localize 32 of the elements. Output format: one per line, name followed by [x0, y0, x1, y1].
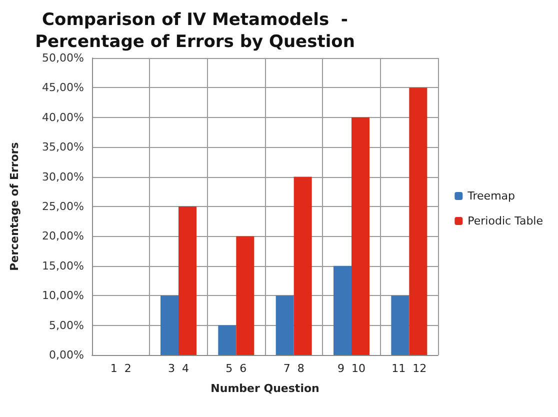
- bar: [352, 117, 370, 355]
- y-tick-label: 0,00%: [49, 348, 84, 362]
- y-tick-label: 5,00%: [49, 318, 84, 332]
- bar: [218, 325, 236, 355]
- y-tick-label: 20,00%: [42, 230, 84, 243]
- x-tick-label: 9 10: [338, 362, 366, 375]
- bar: [391, 296, 410, 355]
- bar: [294, 176, 312, 355]
- y-tick-label: 35,00%: [42, 140, 84, 154]
- legend-label: Periodic Table: [468, 214, 544, 228]
- y-tick-label: 25,00%: [42, 200, 84, 213]
- y-axis-title: Percentage of Errors: [8, 142, 21, 271]
- bar: [276, 296, 294, 355]
- bar: [160, 296, 178, 355]
- y-tick-label: 40,00%: [42, 110, 84, 124]
- y-tick-label: 30,00%: [42, 170, 84, 184]
- bar: [178, 206, 196, 355]
- chart-title: Comparison of IV Metamodels - Percentage of Errors by Question: [35, 10, 355, 52]
- y-tick-label: 45,00%: [42, 81, 84, 94]
- x-tick-label: 7 8: [283, 362, 304, 375]
- y-tick-label: 50,00%: [42, 52, 84, 64]
- x-tick-label: 3 4: [168, 362, 189, 375]
- bar: [236, 236, 254, 355]
- x-tick-label: 1 2: [110, 362, 132, 375]
- bar: [334, 266, 352, 355]
- bar: [409, 88, 428, 355]
- x-tick-label: 11 12: [392, 362, 427, 375]
- x-tick-label: 5 6: [226, 362, 247, 375]
- x-axis-title: Number Question: [210, 382, 320, 395]
- legend-label: Treemap: [466, 190, 516, 202]
- y-tick-label: 10,00%: [42, 289, 84, 302]
- y-tick-label: 15,00%: [42, 259, 84, 272]
